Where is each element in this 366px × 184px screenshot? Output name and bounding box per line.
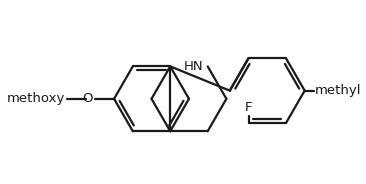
Text: methyl: methyl (315, 84, 361, 97)
Text: methoxy: methoxy (7, 92, 65, 105)
Text: HN: HN (183, 60, 203, 73)
Text: F: F (245, 100, 252, 114)
Text: O: O (82, 92, 92, 105)
